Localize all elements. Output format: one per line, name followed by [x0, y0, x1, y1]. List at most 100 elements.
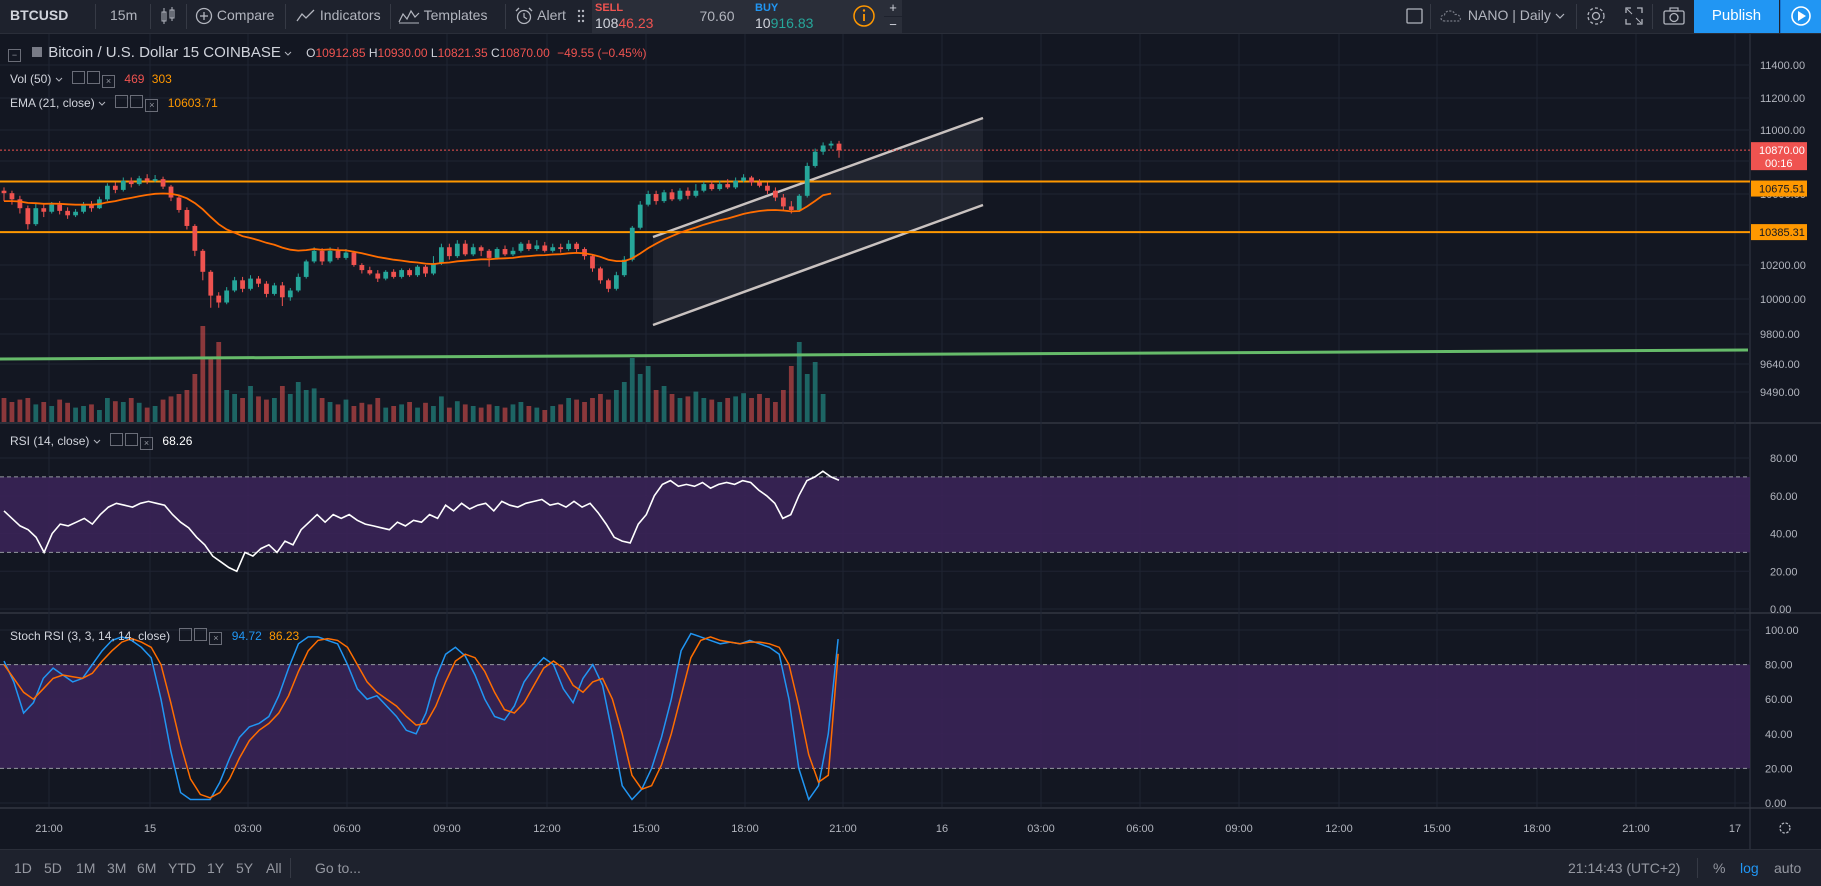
close-icon[interactable]: ×	[145, 99, 159, 112]
range-button-5y[interactable]: 5Y	[236, 860, 254, 876]
templates-label: Templates	[423, 7, 488, 23]
volume-bar	[677, 398, 683, 422]
support-trendline	[0, 348, 1749, 361]
time-tick-label: 03:00	[234, 823, 262, 835]
time-tick-label: 12:00	[1325, 823, 1353, 835]
zoom-in-button[interactable]: +	[884, 0, 902, 16]
symbol-title[interactable]: Bitcoin / U.S. Dollar 15 COINBASE	[48, 44, 281, 61]
interval-button[interactable]: 15m	[110, 0, 137, 33]
volume-bar	[311, 388, 317, 422]
channel-lower-line	[652, 203, 984, 327]
chart-area[interactable]: 21:00 15 03:00 06:00 09:00 12:00 15:00 18:00 21:…	[0, 34, 1821, 849]
volume-bar	[773, 402, 778, 422]
fullscreen-toggle[interactable]	[1405, 0, 1425, 33]
volume-legend[interactable]: Vol (50) × 469 303	[10, 71, 172, 88]
snapshot-button[interactable]	[1662, 0, 1686, 33]
range-button-ytd[interactable]: YTD	[168, 860, 196, 876]
volume-bar	[757, 394, 762, 422]
candle-body	[812, 151, 818, 166]
candle-body	[709, 184, 715, 190]
buy-button[interactable]: BUY 10916.83	[752, 0, 842, 33]
range-button-all[interactable]: All	[266, 860, 282, 876]
compare-button[interactable]: Compare	[195, 0, 274, 33]
volume-label: Vol (50)	[10, 72, 52, 86]
volume-bar	[272, 398, 277, 422]
volume-bar	[590, 398, 595, 422]
range-button-3m[interactable]: 3M	[107, 860, 127, 876]
gear-icon[interactable]	[87, 71, 101, 84]
time-tick-label: 21:00	[1622, 823, 1650, 835]
stoch-legend[interactable]: Stoch RSI (3, 3, 14, 14, close) × 94.72 …	[10, 628, 299, 645]
price-tick-label: 10200.00	[1760, 260, 1806, 272]
buy-price: 10916.83	[755, 15, 813, 31]
close-icon[interactable]: ×	[140, 437, 154, 450]
fullscreen-button[interactable]	[1624, 0, 1644, 33]
flag-icon[interactable]	[31, 46, 43, 58]
publish-button[interactable]: Publish	[1694, 0, 1779, 33]
chevron-down-icon	[1555, 13, 1565, 20]
volume-bar	[796, 342, 802, 422]
volume-bar	[780, 390, 786, 422]
goto-button[interactable]: Go to...	[315, 860, 361, 876]
range-button-5d[interactable]: 5D	[44, 860, 62, 876]
candle-body	[550, 247, 556, 251]
info-button[interactable]	[842, 0, 884, 33]
range-button-6m[interactable]: 6M	[137, 860, 157, 876]
volume-bar	[33, 404, 39, 422]
clock-label[interactable]: 21:14:43 (UTC+2)	[1568, 860, 1681, 876]
range-button-1m[interactable]: 1M	[76, 860, 96, 876]
templates-button[interactable]: Templates	[398, 0, 487, 33]
volume-bar	[693, 391, 699, 422]
candle-body	[295, 276, 301, 291]
volume-bar	[25, 398, 31, 422]
close-label: C	[491, 46, 500, 60]
rsi-legend[interactable]: RSI (14, close) × 68.26	[10, 433, 192, 450]
time-tick-label: 21:00	[35, 823, 63, 835]
ema-legend[interactable]: EMA (21, close) × 10603.71	[10, 95, 218, 112]
gear-icon[interactable]	[125, 433, 139, 446]
indicators-button[interactable]: Indicators	[296, 0, 381, 33]
candle-body	[391, 271, 397, 277]
close-icon[interactable]: ×	[102, 75, 116, 88]
range-button-1d[interactable]: 1D	[14, 860, 32, 876]
gear-icon[interactable]	[194, 628, 208, 641]
sell-button[interactable]: SELL 10846.23	[592, 0, 682, 33]
eye-icon[interactable]	[110, 433, 124, 446]
volume-bar	[152, 406, 158, 422]
chart-style-button[interactable]	[160, 0, 176, 33]
zoom-out-button[interactable]: −	[884, 17, 902, 33]
alert-button[interactable]: Alert	[514, 0, 566, 33]
candle-body	[152, 179, 158, 181]
candle-body	[836, 143, 842, 151]
time-tick-label: 06:00	[1126, 823, 1154, 835]
layout-name: NANO | Daily	[1467, 7, 1551, 23]
log-toggle[interactable]: log	[1740, 860, 1759, 876]
gear-icon[interactable]	[130, 95, 144, 108]
sell-price-major: 108	[595, 15, 619, 31]
toolbar-divider	[1430, 4, 1431, 29]
collapse-icon[interactable]: −	[8, 49, 21, 62]
publish-menu-button[interactable]	[1780, 0, 1821, 33]
chevron-down-icon[interactable]	[284, 51, 292, 57]
percent-toggle[interactable]: %	[1713, 860, 1726, 876]
open-value: 10912.85	[315, 46, 366, 60]
auto-toggle[interactable]: auto	[1774, 860, 1802, 876]
info-icon	[853, 5, 875, 27]
layout-button[interactable]: NANO | Daily	[1440, 0, 1565, 33]
eye-icon[interactable]	[115, 95, 129, 108]
candle-body	[733, 180, 739, 188]
settings-button[interactable]	[1585, 0, 1607, 33]
drag-handle[interactable]	[577, 0, 585, 33]
volume-bar	[637, 374, 643, 422]
ema-line	[4, 192, 832, 266]
range-button-1y[interactable]: 1Y	[207, 860, 225, 876]
candle-body	[33, 208, 39, 225]
volume-bar	[1, 398, 7, 422]
close-icon[interactable]: ×	[209, 632, 223, 645]
eye-icon[interactable]	[72, 71, 86, 84]
close-value: 10870.00	[499, 46, 550, 60]
volume-controls: ×	[72, 71, 117, 88]
eye-icon[interactable]	[179, 628, 193, 641]
symbol-search[interactable]: BTCUSD	[10, 0, 68, 33]
level-label: 10675.51	[1759, 184, 1805, 196]
